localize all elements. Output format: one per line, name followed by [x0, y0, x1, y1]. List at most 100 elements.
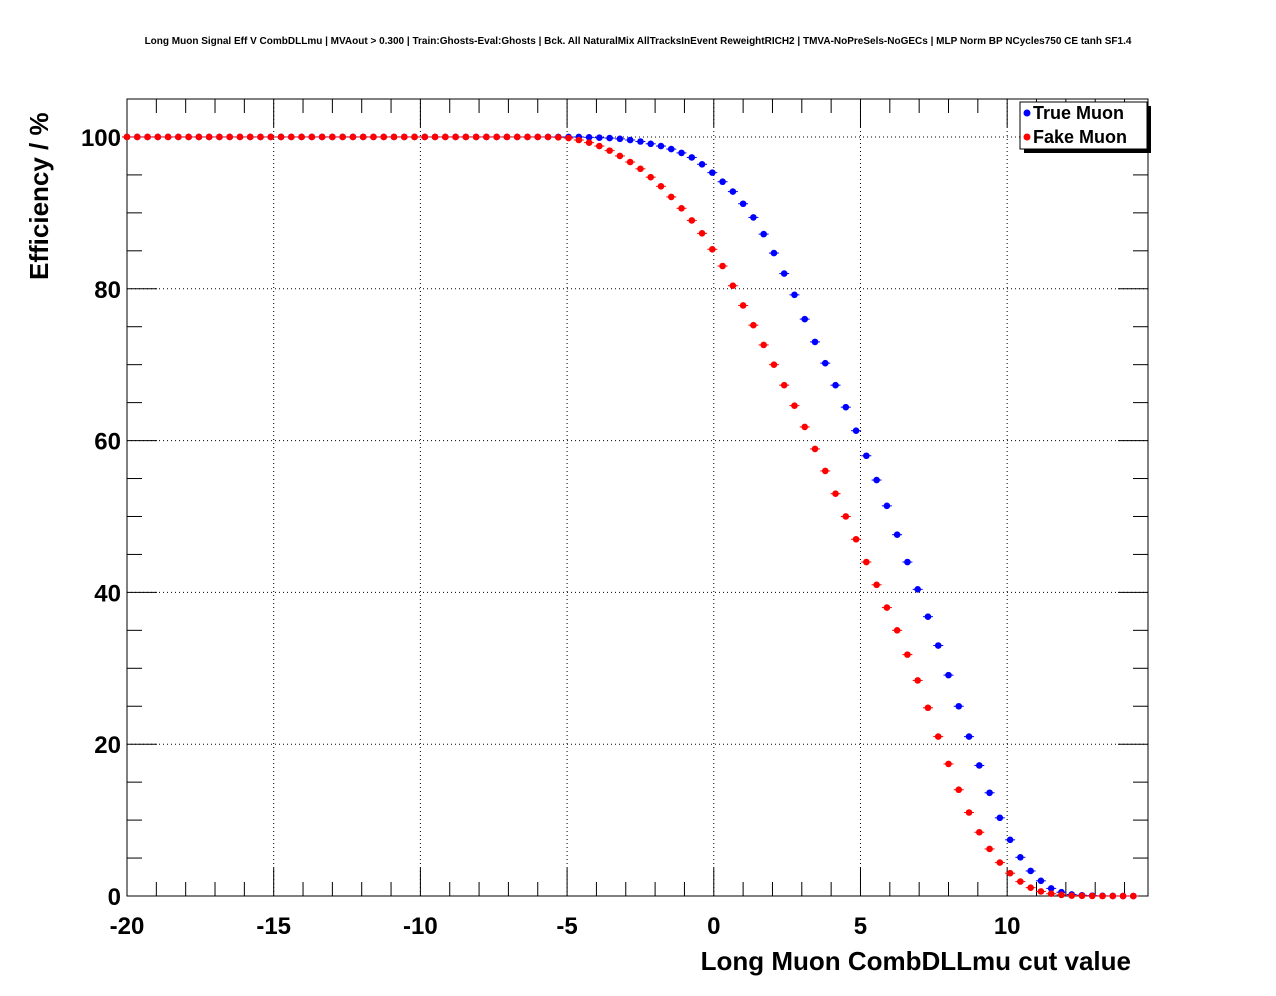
data-point [462, 133, 470, 141]
data-point [339, 133, 346, 141]
data-point [821, 467, 829, 475]
data-point [698, 230, 706, 237]
data-point [585, 134, 593, 141]
data-point [873, 476, 880, 484]
data-point [801, 423, 809, 431]
data-point [986, 845, 993, 853]
y-tick-label: 0 [108, 884, 121, 911]
data-point [698, 160, 706, 168]
data-point [667, 193, 675, 201]
data-point [945, 671, 952, 679]
data-point [719, 178, 726, 186]
data-point [565, 134, 572, 142]
data-point [626, 158, 634, 166]
data-point [1027, 867, 1034, 875]
data-point [637, 138, 644, 145]
x-tick-label: 0 [707, 913, 720, 940]
data-point [688, 154, 696, 161]
data-point [472, 133, 480, 141]
data-point [832, 490, 839, 498]
x-tick-label: 10 [994, 913, 1021, 940]
data-point [1037, 888, 1045, 895]
data-point [852, 427, 860, 435]
data-point [606, 147, 613, 154]
data-point [513, 133, 521, 141]
x-tick-label: 5 [854, 913, 867, 940]
data-point [626, 136, 634, 144]
grid-lines [127, 99, 1148, 896]
data-point [770, 249, 778, 257]
x-tick-label: -10 [403, 913, 438, 940]
data-point [709, 169, 716, 176]
data-point [133, 133, 141, 141]
data-point [750, 214, 757, 221]
y-tick-label: 100 [81, 125, 121, 152]
axis-ticks [126, 98, 1148, 897]
data-point [1047, 885, 1055, 892]
data-point [842, 513, 850, 520]
data-point [647, 140, 655, 148]
data-point [123, 133, 131, 141]
data-point [246, 133, 254, 141]
data-point [349, 133, 357, 141]
data-point [863, 452, 870, 460]
data-point [709, 245, 716, 253]
data-points [122, 133, 1139, 900]
data-point [1109, 892, 1117, 900]
data-point [1099, 892, 1106, 900]
data-point [1130, 892, 1137, 900]
data-point [205, 133, 213, 141]
data-point [185, 133, 192, 141]
data-point [821, 359, 829, 367]
data-point [503, 133, 511, 141]
data-point [616, 135, 624, 143]
data-point [893, 627, 901, 634]
data-point [729, 188, 737, 195]
data-point [739, 302, 747, 309]
data-point [924, 613, 932, 620]
data-point [739, 200, 747, 208]
data-point [1027, 884, 1034, 891]
data-point [924, 704, 932, 712]
data-point [760, 230, 767, 238]
data-point [606, 134, 613, 142]
data-point [873, 581, 880, 589]
y-tick-label: 40 [94, 580, 121, 607]
data-point [616, 152, 624, 160]
data-point [329, 133, 336, 141]
data-point [904, 651, 911, 658]
data-point [637, 165, 644, 173]
y-tick-label: 80 [94, 277, 121, 304]
data-point [893, 531, 901, 538]
plot-frame [126, 98, 1149, 897]
data-point [216, 133, 223, 141]
legend-marker-fake-muon [1023, 133, 1031, 141]
data-point [863, 558, 870, 566]
data-point [164, 133, 172, 141]
y-axis-title: Efficiency / % [24, 112, 54, 280]
data-point [359, 133, 367, 141]
series-true-muon [122, 133, 1139, 900]
legend-marker-true-muon [1023, 109, 1031, 117]
data-point [308, 133, 316, 141]
data-point [801, 315, 809, 323]
data-point [236, 133, 244, 141]
data-point [1017, 853, 1024, 861]
data-point [442, 133, 449, 141]
data-point [667, 145, 675, 153]
data-point [688, 217, 696, 224]
x-tick-label: -15 [256, 913, 291, 940]
data-point [832, 381, 839, 389]
data-point [770, 361, 778, 368]
data-point [934, 642, 942, 649]
data-point [678, 205, 685, 212]
data-point [195, 133, 203, 141]
data-point [493, 133, 500, 141]
data-point [1047, 890, 1055, 898]
data-point [585, 139, 593, 146]
data-point [370, 133, 377, 141]
x-axis-title: Long Muon CombDLLmu cut value [701, 946, 1131, 976]
data-point [976, 828, 983, 836]
data-point [811, 338, 819, 346]
